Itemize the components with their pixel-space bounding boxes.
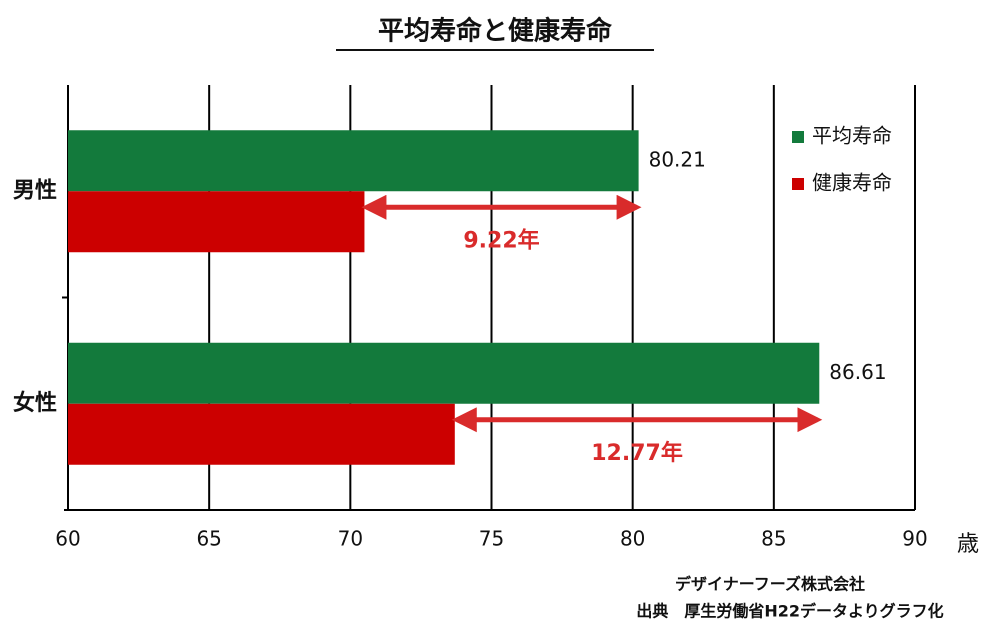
source: 出典 厚生労働省H22データよりグラフ化 <box>636 602 943 621</box>
bar <box>68 130 639 192</box>
x-tick-label: 70 <box>338 527 363 551</box>
x-tick-label: 75 <box>479 527 504 551</box>
credit: デザイナーフーズ株式会社 <box>675 575 865 594</box>
legend-swatch <box>792 131 804 143</box>
category-label: 男性 <box>13 178 57 203</box>
legend-label: 平均寿命 <box>812 124 892 148</box>
category-label: 女性 <box>13 390 57 416</box>
value-label: 80.21 <box>649 147 706 171</box>
x-tick-label: 80 <box>620 527 645 551</box>
difference-label: 9.22年 <box>463 227 539 253</box>
difference-label: 12.77年 <box>591 440 683 466</box>
bar <box>68 403 455 465</box>
x-tick-label: 90 <box>902 527 927 551</box>
value-label: 86.61 <box>829 360 886 384</box>
bar <box>68 342 820 404</box>
legend-label: 健康寿命 <box>812 171 892 195</box>
x-axis-label: 歳 <box>957 532 979 557</box>
x-tick-label: 85 <box>761 527 786 551</box>
bar <box>68 191 365 253</box>
x-tick-label: 65 <box>196 527 221 551</box>
legend-swatch <box>792 178 804 190</box>
x-tick-label: 60 <box>55 527 80 551</box>
chart-title: 平均寿命と健康寿命 <box>378 16 613 47</box>
